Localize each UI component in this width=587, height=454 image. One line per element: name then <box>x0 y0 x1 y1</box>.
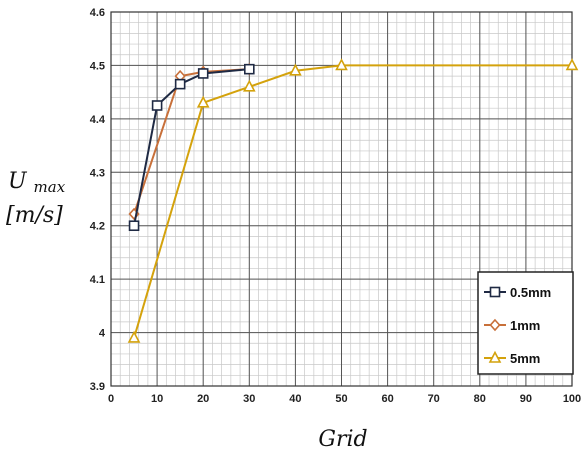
x-tick-label: 70 <box>428 393 440 405</box>
data-point <box>289 63 302 76</box>
x-tick-labels: 0 10 20 30 40 50 60 70 80 90 100 <box>108 393 581 405</box>
data-point <box>128 220 140 232</box>
x-tick-label: 40 <box>289 393 301 405</box>
legend-label: 5mm <box>510 351 540 366</box>
x-tick-label: 60 <box>381 393 393 405</box>
plot-area-frame <box>110 11 573 387</box>
x-tick-label: 50 <box>335 393 347 405</box>
x-tick-label: 100 <box>563 393 581 405</box>
data-point <box>151 100 163 111</box>
legend-marker <box>489 318 501 332</box>
data-point <box>335 58 348 71</box>
x-tick-label: 0 <box>108 393 114 405</box>
x-tick-label: 90 <box>520 393 532 405</box>
x-tick-label: 20 <box>197 393 209 405</box>
series-layer <box>127 58 579 343</box>
data-point <box>197 68 209 79</box>
y-axis-title-units: [m/s] <box>6 203 63 228</box>
y-tick-label: 4.2 <box>90 221 105 233</box>
x-axis-title: Grid <box>318 427 367 452</box>
legend-entry: 0.5mm <box>484 285 551 300</box>
data-point <box>565 58 579 71</box>
y-axis-title-subscript: max <box>34 178 66 196</box>
y-tick-label: 4.1 <box>90 274 105 286</box>
y-tick-labels: 3.9 4 4.1 4.2 4.3 4.4 4.5 4.6 <box>90 7 106 393</box>
data-point <box>196 95 210 108</box>
x-tick-label: 80 <box>474 393 486 405</box>
y-axis-title-symbol: U <box>8 169 28 194</box>
legend-marker <box>489 286 501 298</box>
data-point <box>127 330 141 343</box>
series-0.5mm <box>128 63 255 232</box>
legend-entry: 1mm <box>484 318 540 333</box>
svg-text:U max: U max <box>8 169 66 196</box>
x-tick-label: 10 <box>151 393 163 405</box>
legend-label: 1mm <box>510 318 540 333</box>
data-point <box>242 79 256 92</box>
y-tick-label: 3.9 <box>90 381 105 393</box>
y-tick-label: 4.5 <box>90 60 105 72</box>
series-5mm <box>127 58 579 343</box>
legend-label: 0.5mm <box>510 285 551 300</box>
data-point <box>174 78 186 90</box>
series-line <box>133 64 572 339</box>
y-tick-label: 4.3 <box>90 167 105 179</box>
y-axis-title: U max [m/s] <box>6 169 66 228</box>
y-tick-label: 4.6 <box>90 7 105 19</box>
data-point <box>244 63 255 75</box>
legend-marker <box>488 350 502 363</box>
legend: 0.5mm 1mm 5mm <box>477 271 574 375</box>
legend-entry: 5mm <box>484 350 540 366</box>
y-tick-label: 4 <box>99 328 106 340</box>
x-tick-label: 30 <box>243 393 255 405</box>
y-tick-label: 4.4 <box>90 114 106 126</box>
